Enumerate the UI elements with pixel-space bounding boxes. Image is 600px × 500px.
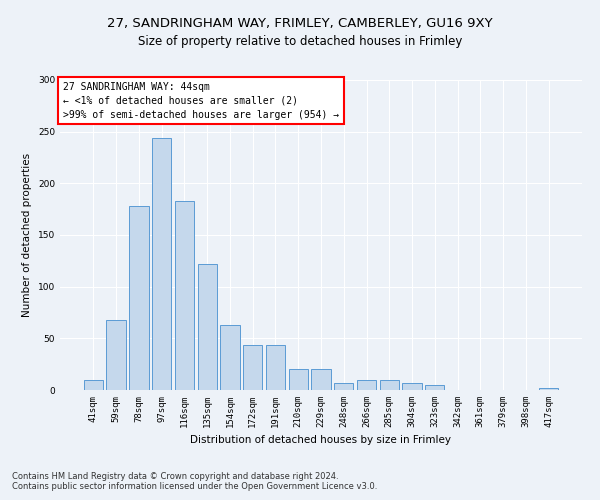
Bar: [403, 383, 422, 390]
X-axis label: Distribution of detached houses by size in Frimley: Distribution of detached houses by size …: [191, 436, 452, 446]
Bar: [357, 380, 376, 390]
Text: 27 SANDRINGHAM WAY: 44sqm
← <1% of detached houses are smaller (2)
>99% of semi-: 27 SANDRINGHAM WAY: 44sqm ← <1% of detac…: [62, 82, 339, 120]
Text: 27, SANDRINGHAM WAY, FRIMLEY, CAMBERLEY, GU16 9XY: 27, SANDRINGHAM WAY, FRIMLEY, CAMBERLEY,…: [107, 18, 493, 30]
Bar: [129, 206, 149, 390]
Bar: [289, 370, 308, 390]
Bar: [220, 325, 239, 390]
Bar: [266, 344, 285, 390]
Bar: [106, 320, 126, 390]
Y-axis label: Number of detached properties: Number of detached properties: [22, 153, 32, 317]
Bar: [175, 201, 194, 390]
Bar: [197, 264, 217, 390]
Bar: [425, 385, 445, 390]
Text: Contains HM Land Registry data © Crown copyright and database right 2024.: Contains HM Land Registry data © Crown c…: [12, 472, 338, 481]
Bar: [334, 383, 353, 390]
Bar: [380, 380, 399, 390]
Bar: [152, 138, 172, 390]
Bar: [243, 344, 262, 390]
Bar: [539, 388, 558, 390]
Bar: [311, 370, 331, 390]
Bar: [84, 380, 103, 390]
Text: Size of property relative to detached houses in Frimley: Size of property relative to detached ho…: [138, 35, 462, 48]
Text: Contains public sector information licensed under the Open Government Licence v3: Contains public sector information licen…: [12, 482, 377, 491]
